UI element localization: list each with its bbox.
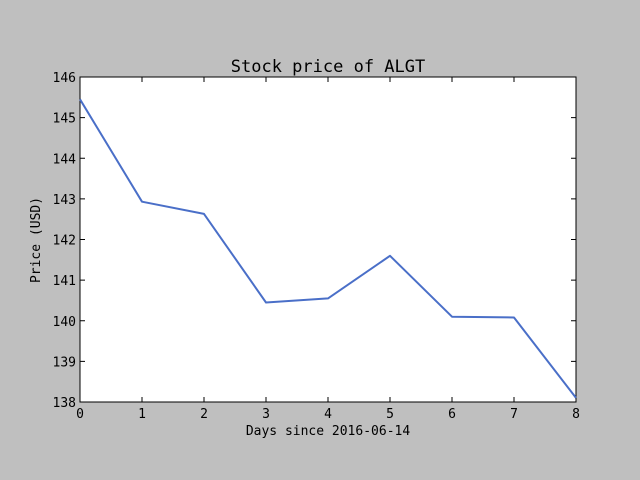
y-tick-label: 146 (53, 71, 76, 86)
plot-area (79, 76, 577, 403)
x-tick-label: 7 (510, 407, 518, 422)
x-tick-label: 5 (386, 407, 394, 422)
y-tick-label: 138 (53, 396, 76, 411)
chart-title: Stock price of ALGT (231, 57, 425, 77)
y-axis-ticks: 138 139 140 141 142 143 144 145 146 (53, 71, 576, 411)
x-tick-label: 6 (448, 407, 456, 422)
x-axis-ticks: 0 1 2 3 4 5 6 7 8 (76, 77, 580, 422)
x-tick-label: 8 (572, 407, 580, 422)
series-layer (79, 98, 577, 399)
y-tick-label: 145 (53, 112, 76, 127)
x-tick-label: 0 (76, 407, 84, 422)
x-tick-label: 3 (262, 407, 270, 422)
y-axis-label: Price (USD) (29, 197, 44, 283)
y-tick-label: 139 (53, 355, 76, 370)
y-tick-label: 144 (53, 152, 77, 167)
y-tick-label: 143 (53, 193, 76, 208)
y-tick-label: 140 (53, 315, 76, 330)
y-tick-label: 142 (53, 234, 76, 249)
x-tick-label: 4 (324, 407, 332, 422)
x-tick-label: 2 (200, 407, 208, 422)
x-tick-label: 1 (138, 407, 146, 422)
x-axis-label: Days since 2016-06-14 (246, 424, 411, 439)
y-tick-label: 141 (53, 274, 76, 289)
